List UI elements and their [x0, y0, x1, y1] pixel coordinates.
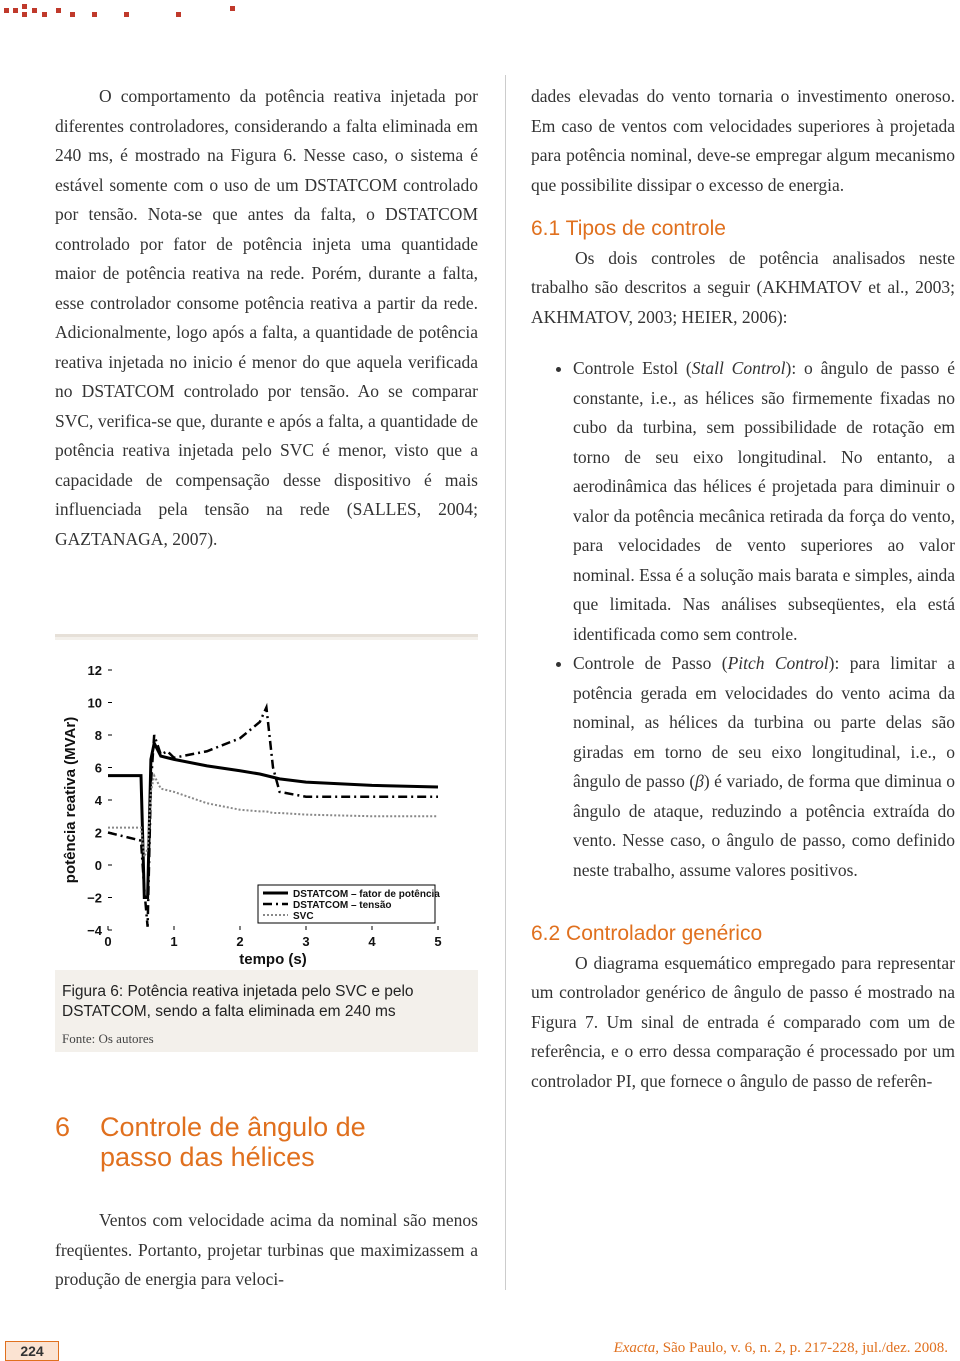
journal: Exacta	[613, 1340, 656, 1356]
data-line	[107, 702, 438, 927]
bullet-list: Controle Estol (Stall Control): o ângulo…	[531, 354, 955, 885]
paragraph: dades elevadas do vento tornaria o inves…	[531, 86, 955, 195]
paragraph: Os dois controles de potência analisados…	[531, 247, 955, 327]
subsection-title: 6.1 Tipos de controle	[531, 217, 726, 240]
text: ): para limitar a potência gerada em vel…	[573, 653, 955, 791]
y-tick-label: 6	[95, 761, 102, 776]
text: Pitch Control	[727, 653, 829, 673]
paragraph: O diagrama esquemático empregado para re…	[531, 952, 955, 1091]
page-number: 224	[5, 1341, 59, 1361]
legend-box	[257, 884, 436, 924]
paragraph: O comportamento da potência reativa inje…	[55, 86, 478, 549]
legend-label: DSTATCOM – fator de potência	[293, 889, 440, 900]
subsection-title: 6.2 Controlador genérico	[531, 922, 763, 945]
section-title: Controle de ângulo de passo das hélices	[100, 1112, 366, 1172]
header-decoration	[4, 4, 235, 17]
x-axis-label: tempo (s)	[239, 951, 307, 968]
legend-label: DSTATCOM – tensão	[293, 900, 392, 911]
y-tick-label: 2	[95, 826, 102, 841]
left-column: O comportamento da potência reativa inje…	[55, 82, 478, 554]
text: Stall Control	[691, 358, 786, 378]
x-tick-label: 1	[170, 934, 177, 949]
figure-caption: Figura 6: Potência reativa injetada pelo…	[62, 983, 414, 1020]
data-line	[108, 738, 439, 899]
bullet: Controle de Passo (Pitch Control): para …	[573, 649, 955, 885]
section-number: 6	[55, 1112, 71, 1142]
y-axis-label: potência reativa (MVAr)	[62, 717, 79, 883]
paragraph: Ventos com velocidade acima da nominal s…	[55, 1210, 478, 1289]
y-tick-label: −2	[87, 891, 102, 906]
figure-source: Fonte: Os autores	[62, 1031, 154, 1046]
y-tick-label: −4	[87, 923, 103, 938]
y-tick-label: 0	[95, 858, 102, 873]
column-divider	[505, 75, 506, 1290]
right-column: dades elevadas do vento tornaria o inves…	[531, 82, 955, 1096]
text: ) é variado, de forma que diminua o ângu…	[573, 771, 955, 880]
text: β	[695, 771, 704, 791]
section-text: Ventos com velocidade acima da nominal s…	[55, 1206, 478, 1295]
x-tick-label: 4	[368, 934, 376, 949]
legend-label: SVC	[293, 911, 314, 922]
citation: , São Paulo, v. 6, n. 2, p. 217-228, jul…	[655, 1340, 948, 1356]
text: ): o ângulo de passo é constante, i.e., …	[573, 358, 955, 644]
y-tick-label: 8	[95, 728, 102, 743]
bullet: Controle Estol (Stall Control): o ângulo…	[573, 354, 955, 649]
figure: −4 −2 0 2 4 6 8 10 12 0 1 2 3 4 5 tempo (s) potência rea…	[55, 634, 478, 1052]
y-tick-label: 4	[95, 793, 103, 808]
x-tick-label: 5	[434, 934, 441, 949]
x-tick-label: 0	[104, 934, 111, 949]
footer-citation: Exacta, São Paulo, v. 6, n. 2, p. 217-22…	[614, 1340, 948, 1357]
y-tick-label: 10	[88, 696, 102, 711]
text: Controle de Passo (	[573, 653, 728, 673]
y-tick-label: 12	[88, 663, 102, 678]
x-tick-label: 3	[302, 934, 309, 949]
x-tick-label: 2	[236, 934, 243, 949]
data-line	[108, 772, 438, 858]
text: Controle Estol (	[573, 358, 692, 378]
